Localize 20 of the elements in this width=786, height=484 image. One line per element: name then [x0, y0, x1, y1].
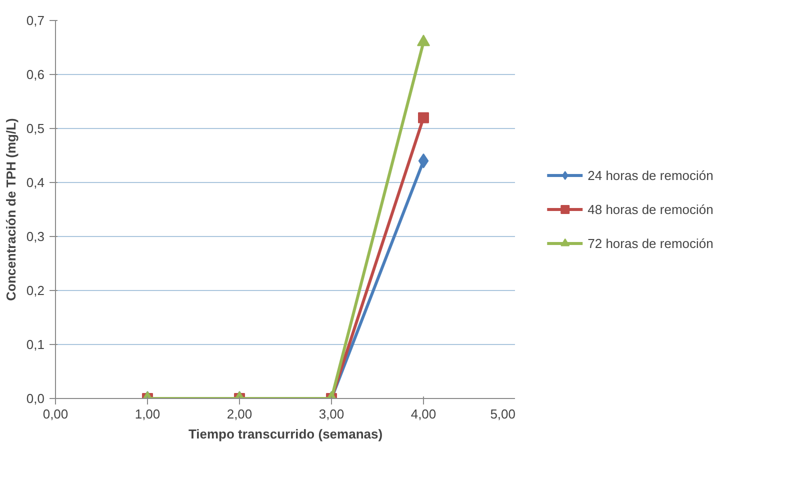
y-tick-label: 0,7 [26, 13, 45, 28]
y-tick-label: 0,5 [26, 121, 45, 136]
legend-label: 24 horas de remoción [588, 168, 714, 182]
x-tick-label: 4,00 [410, 406, 436, 422]
point [418, 112, 429, 124]
x-tick-label: 2,00 [226, 406, 252, 422]
legend-label: 72 horas de remoción [588, 236, 714, 250]
y-tick-label: 0,6 [26, 67, 45, 82]
x-tick-label: 5,00 [490, 406, 516, 422]
y-axis-title: Concentración de TPH (mg/L) [3, 118, 18, 301]
x-axis-title: Tiempo transcurrido (semanas) [188, 426, 383, 442]
y-tick-label: 0,4 [26, 175, 45, 190]
x-tick-label: 0,00 [42, 406, 68, 422]
legend-label: 48 horas de remoción [588, 202, 714, 216]
y-tick-label: 0,2 [26, 283, 45, 298]
x-tick-label: 1,00 [134, 406, 160, 422]
y-tick-label: 0,1 [26, 337, 45, 352]
x-tick-label: 3,00 [318, 406, 344, 422]
y-tick-label: 0,0 [26, 391, 45, 406]
y-tick-label: 0,3 [26, 229, 45, 244]
